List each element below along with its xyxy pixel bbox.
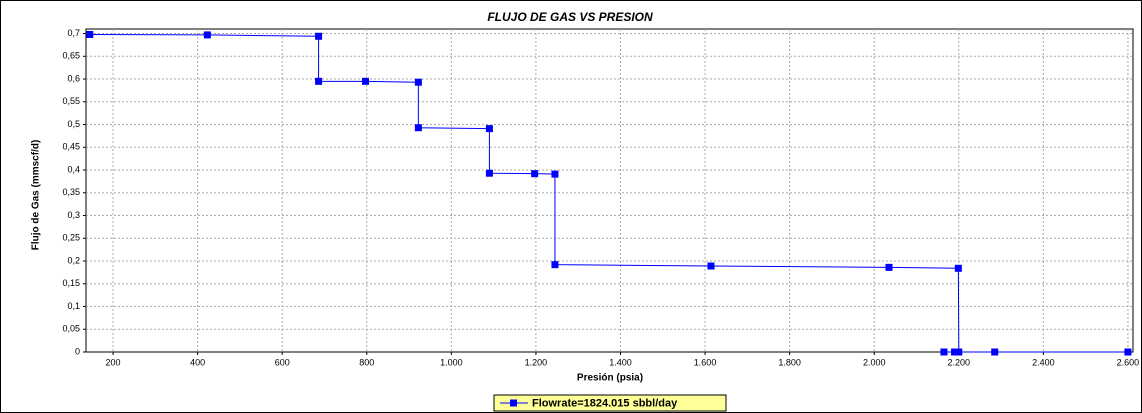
y-tick-label: 0,3: [67, 210, 80, 220]
x-tick-label: 2.600: [1117, 357, 1140, 367]
point: [414, 78, 422, 86]
point: [707, 262, 715, 270]
y-tick-label: 0: [75, 346, 80, 356]
point: [485, 169, 493, 177]
y-tick-label: 0,35: [62, 187, 80, 197]
point: [1124, 348, 1132, 356]
point: [485, 125, 493, 133]
point: [315, 77, 323, 85]
point: [362, 77, 370, 85]
legend-marker: [510, 399, 517, 407]
point: [203, 31, 211, 39]
x-tick-label: 1.600: [694, 357, 717, 367]
legend-label: Flowrate=1824.015 sbbl/day: [532, 397, 678, 409]
legend: [493, 394, 727, 412]
x-axis-label: Presión (psia): [577, 373, 643, 384]
y-tick-label: 0,1: [67, 301, 80, 311]
point: [951, 348, 959, 356]
x-tick-label: 800: [359, 357, 374, 367]
x-tick-label: 600: [275, 357, 290, 367]
chart-title: FLUJO DE GAS VS PRESION: [487, 10, 653, 24]
point: [954, 264, 962, 272]
x-tick-label: 2.200: [948, 357, 971, 367]
point: [940, 348, 948, 356]
point: [551, 261, 559, 269]
x-tick-label: 1.000: [440, 357, 463, 367]
y-tick-label: 0,5: [67, 119, 80, 129]
x-tick-label: 2.400: [1032, 357, 1055, 367]
y-tick-label: 0,25: [62, 233, 80, 243]
point: [885, 263, 893, 271]
y-tick-label: 0,6: [67, 73, 80, 83]
y-tick-label: 0,45: [62, 142, 80, 152]
x-tick-label: 1.200: [525, 357, 548, 367]
point: [414, 124, 422, 132]
point: [551, 170, 559, 178]
y-tick-label: 0,2: [67, 255, 80, 265]
y-tick-label: 0,05: [62, 324, 80, 334]
x-tick-label: 200: [106, 357, 121, 367]
point: [955, 348, 963, 356]
x-tick-label: 400: [190, 357, 205, 367]
y-axis-label: Flujo de Gas (mmscf/d): [31, 140, 42, 251]
y-tick-label: 0,55: [62, 96, 80, 106]
x-tick-label: 2.000: [863, 357, 886, 367]
y-tick-label: 0,4: [67, 164, 80, 174]
plot-area: [85, 28, 1134, 353]
point: [86, 30, 94, 38]
y-tick-label: 0,15: [62, 278, 80, 288]
x-tick-label: 1.400: [609, 357, 632, 367]
point: [991, 348, 999, 356]
y-tick-label: 0,65: [62, 51, 80, 61]
point: [315, 32, 323, 40]
x-tick-label: 1.800: [778, 357, 801, 367]
y-tick-label: 0,7: [67, 28, 80, 38]
point: [531, 170, 539, 178]
